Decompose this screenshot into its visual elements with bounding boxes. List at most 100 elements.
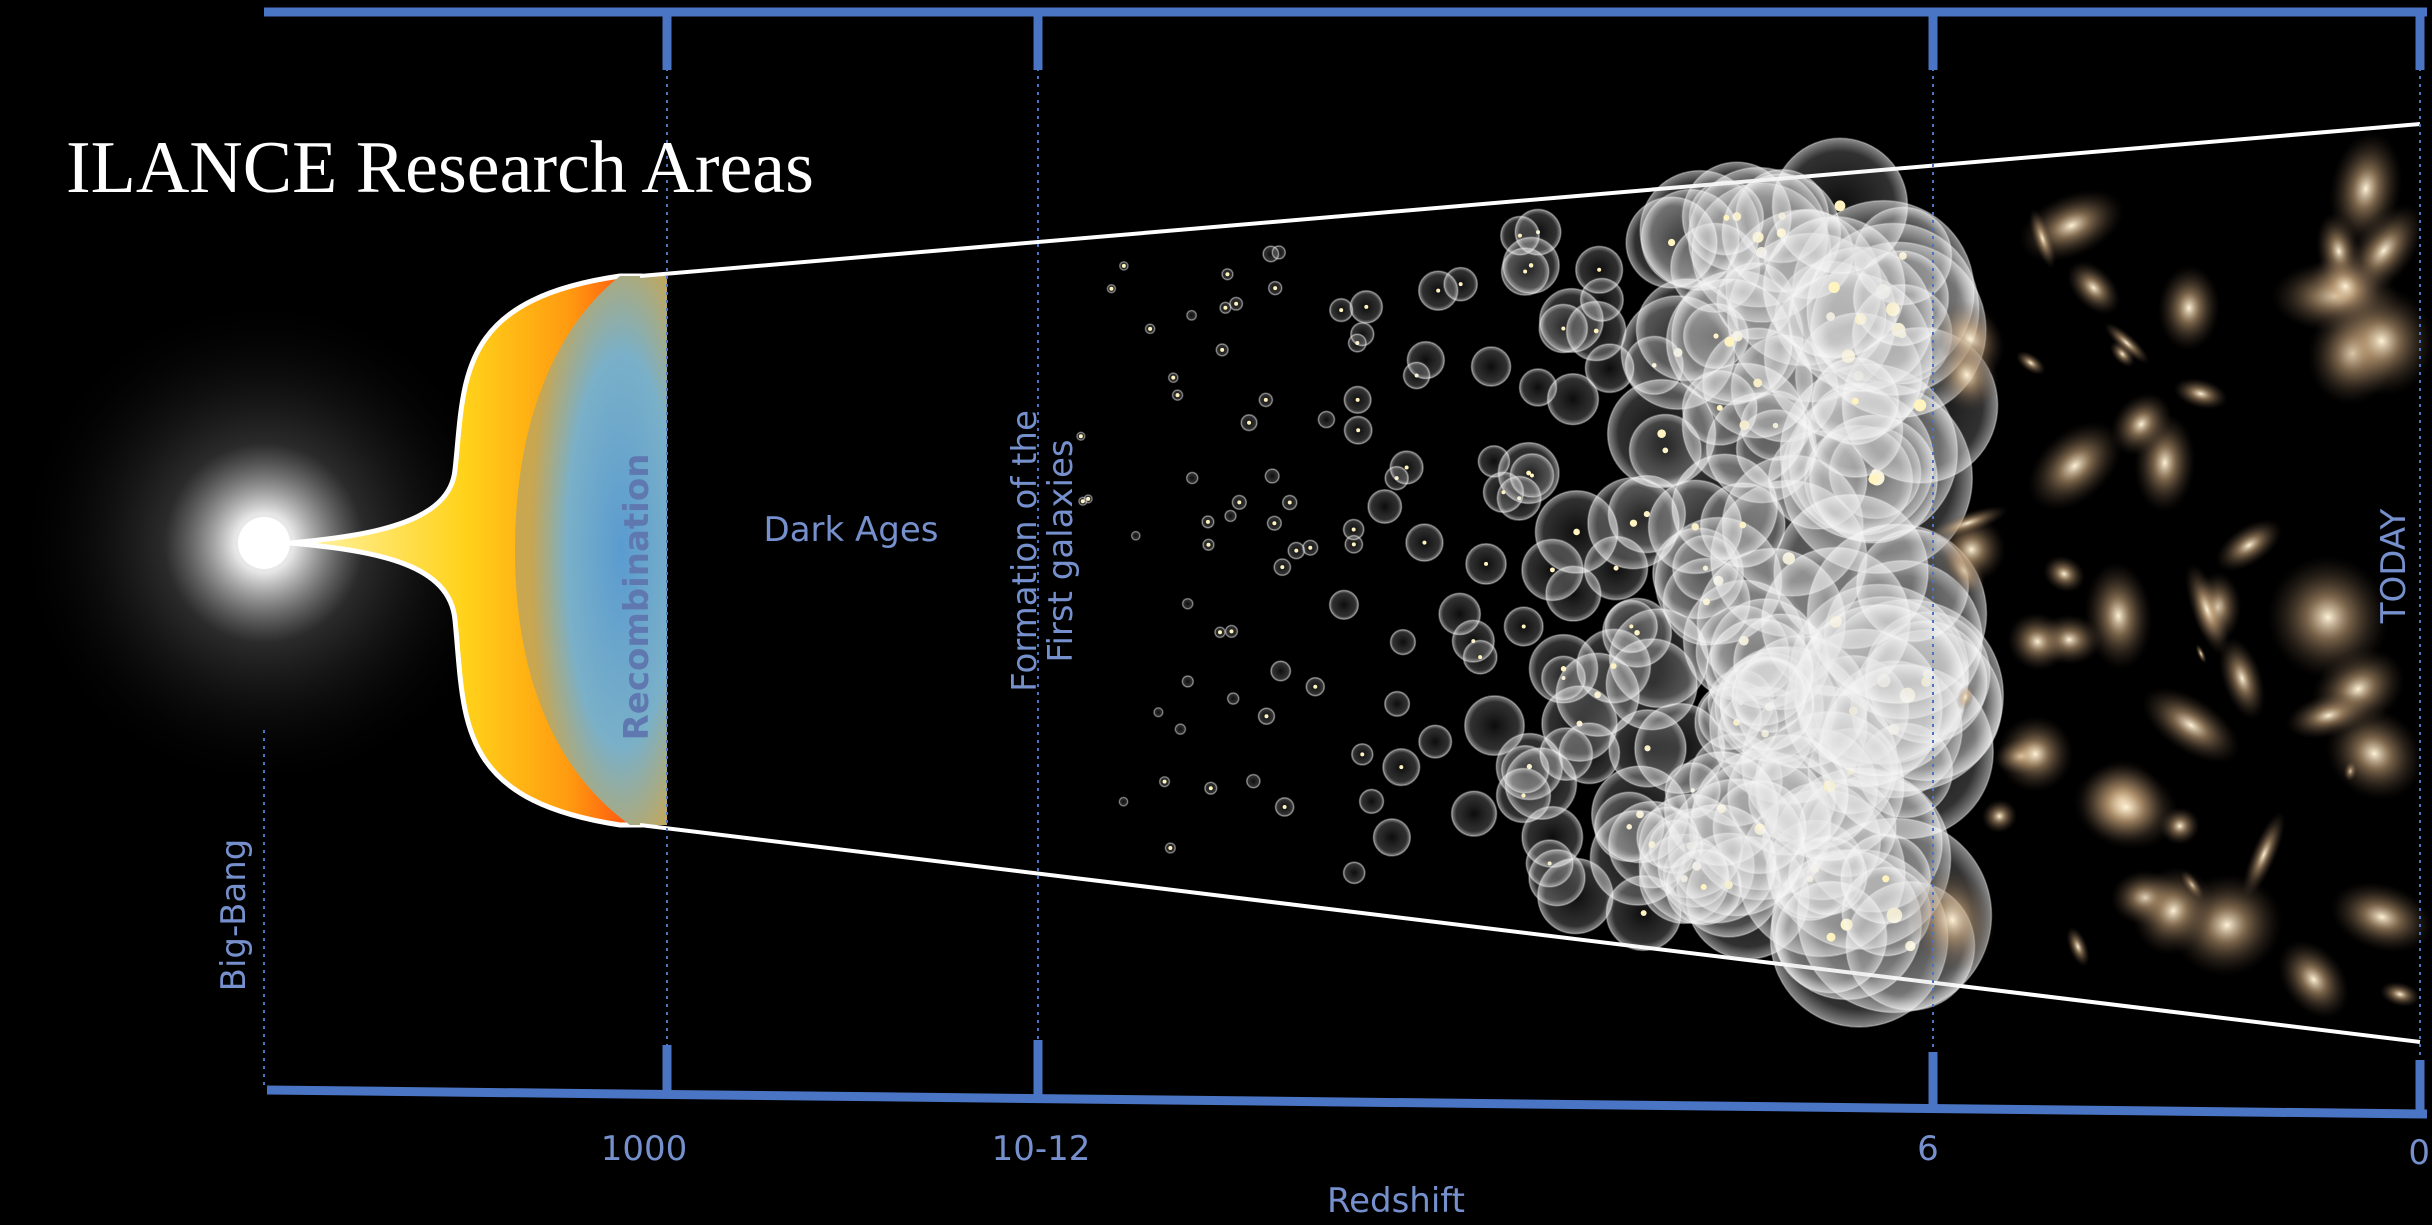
bubble <box>1464 695 1526 757</box>
bubble <box>1280 565 1285 570</box>
bubble <box>1175 393 1180 398</box>
galaxy <box>2043 555 2086 593</box>
bubble <box>1148 326 1153 331</box>
bubble <box>1667 238 1676 247</box>
big-bang-star <box>14 293 514 793</box>
bubble <box>1851 397 1859 405</box>
bubble <box>1629 519 1638 527</box>
bubble <box>1358 788 1385 815</box>
galaxy <box>2141 687 2240 764</box>
bubble <box>1109 286 1114 291</box>
bubble <box>1549 567 1555 573</box>
bubble <box>1186 309 1198 321</box>
bubble <box>1723 214 1730 221</box>
bubble <box>1226 692 1240 705</box>
bubble <box>1546 372 1600 426</box>
epoch-dividers <box>263 20 2421 1110</box>
bubble <box>1223 305 1228 310</box>
bubble <box>1229 629 1234 634</box>
galaxy <box>1927 505 2009 541</box>
bubble <box>1539 727 1594 782</box>
epoch-label: Formation of the <box>1005 410 1045 692</box>
bubble <box>1174 723 1187 736</box>
bubble <box>1610 663 1617 670</box>
bubble <box>1225 272 1230 277</box>
bubble <box>1282 804 1287 809</box>
galaxy <box>2278 940 2350 1019</box>
galaxy <box>2132 866 2215 955</box>
bubble <box>1364 304 1369 309</box>
bubble <box>1868 473 1879 485</box>
bubble <box>1086 496 1091 501</box>
axis-tick-label: 0 <box>2408 1133 2430 1173</box>
bubble <box>1826 932 1836 942</box>
bubble <box>1793 603 1967 777</box>
bubble <box>1367 488 1403 525</box>
bubble <box>1264 468 1280 484</box>
top-axis <box>264 7 2427 70</box>
bubble <box>1273 286 1278 291</box>
galaxy <box>2329 131 2403 246</box>
bubble <box>1834 200 1846 212</box>
epoch-label: First galaxies <box>1041 439 1081 662</box>
bubble <box>1185 471 1199 485</box>
bubble <box>1422 540 1427 545</box>
bubble <box>1613 565 1619 571</box>
galaxies <box>1909 131 2432 1019</box>
galaxy <box>2029 208 2056 269</box>
galaxy <box>2110 392 2172 456</box>
bubble <box>1220 347 1225 352</box>
bubble <box>1597 267 1602 272</box>
galaxy <box>1956 683 1975 711</box>
bubble <box>1317 410 1336 429</box>
axis-tick-label: 10-12 <box>992 1129 1091 1169</box>
bubble <box>1383 690 1411 717</box>
bubble <box>1404 465 1409 470</box>
bubble <box>1205 519 1210 524</box>
galaxy <box>2019 189 2124 262</box>
galaxy <box>1981 799 2018 834</box>
galaxy <box>2325 707 2423 800</box>
bubble <box>1526 470 1532 476</box>
galaxy <box>2215 519 2283 572</box>
bubble <box>1640 910 1647 917</box>
galaxy <box>2109 340 2135 368</box>
bubble <box>1181 675 1195 688</box>
bubble <box>1234 301 1239 306</box>
bubble <box>1372 818 1412 857</box>
axis-title: Redshift <box>1327 1181 1465 1221</box>
bubble <box>1700 884 1707 891</box>
bubble <box>1360 752 1365 757</box>
bubble <box>1484 561 1489 566</box>
bubble <box>1521 793 1526 798</box>
bubble <box>1308 545 1313 550</box>
bubble <box>1528 263 1534 268</box>
bubble <box>1716 404 1723 411</box>
bubble <box>1560 666 1567 672</box>
bubble <box>1418 724 1453 759</box>
galaxy <box>1935 338 1999 412</box>
galaxy <box>1909 866 1996 973</box>
galaxy <box>2327 286 2432 397</box>
bubble <box>1389 628 1417 656</box>
bubble <box>1206 542 1211 547</box>
galaxy <box>2379 981 2421 1007</box>
bubble <box>1436 288 1441 293</box>
galaxy <box>2185 563 2230 656</box>
bubble <box>1078 434 1083 439</box>
bubble <box>1458 282 1463 287</box>
bubble <box>1171 375 1176 380</box>
galaxy <box>2157 265 2221 351</box>
bubble <box>1349 321 1375 347</box>
bubble <box>1208 786 1213 791</box>
bubble <box>1271 245 1287 260</box>
bubble <box>1245 773 1261 789</box>
galaxy <box>2242 811 2286 898</box>
bubble <box>1153 707 1164 718</box>
bubble <box>1351 542 1356 547</box>
cone-edge <box>639 823 2421 1044</box>
galaxy <box>2104 322 2150 364</box>
bubble <box>1478 655 1483 660</box>
bottom-axis <box>266 1040 2428 1119</box>
